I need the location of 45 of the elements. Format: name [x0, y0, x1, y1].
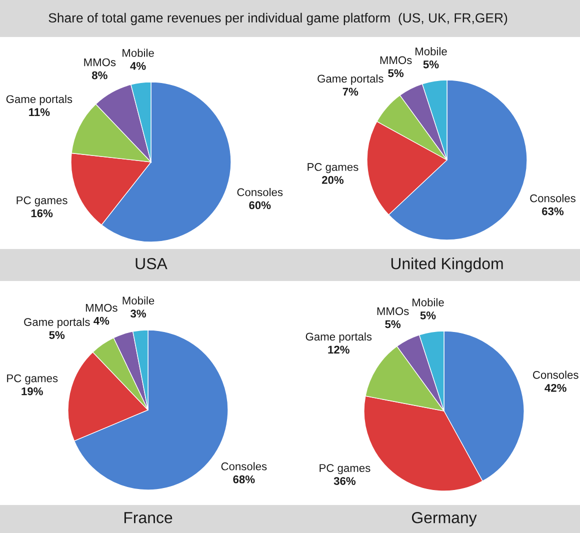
data-label: 42% — [544, 384, 566, 392]
slice-label: MMOs — [84, 58, 116, 66]
data-label: 7% — [342, 88, 358, 96]
data-label: 16% — [31, 209, 53, 218]
slice-label: MMOs — [86, 304, 118, 312]
data-label: 4% — [94, 316, 110, 325]
data-label: 5% — [423, 60, 439, 68]
text: United Kingdom — [391, 258, 503, 272]
slice-label: Consoles — [530, 194, 576, 202]
text: USA — [136, 258, 168, 270]
chart-title: Share of total game revenues per individual game platform (US, UK, FR,GER) — [48, 12, 508, 26]
data-label: 12% — [328, 346, 350, 354]
slice-label: Game portals — [318, 74, 384, 85]
data-label: 3% — [130, 310, 146, 318]
data-label: 5% — [49, 331, 65, 339]
data-label: 19% — [22, 387, 43, 396]
slice-label: Game portals — [306, 332, 372, 343]
data-label: 4% — [130, 62, 146, 70]
slice-label: Mobile — [416, 47, 447, 56]
data-label: 20% — [322, 176, 344, 184]
slice-label: Mobile — [412, 298, 444, 306]
data-label: 5% — [385, 320, 401, 328]
slice-label: PC games — [7, 374, 58, 384]
slice-label: Consoles — [237, 188, 283, 196]
slice-label: Consoles — [221, 462, 267, 470]
data-label: 60% — [249, 201, 271, 210]
data-label: 68% — [233, 475, 255, 484]
data-label: 11% — [29, 108, 50, 116]
text: France — [124, 512, 172, 524]
data-label: 5% — [388, 69, 404, 78]
slice-label: PC games — [16, 196, 68, 206]
slice-label: MMOs — [380, 56, 412, 64]
slice-label: Game portals — [6, 94, 72, 106]
data-label: 8% — [92, 71, 108, 80]
data-label: 5% — [420, 312, 436, 320]
slice-label: Game portals — [24, 318, 90, 328]
slice-label: Mobile — [122, 48, 154, 57]
data-label: 63% — [542, 207, 564, 216]
slice-label: PC games — [308, 163, 358, 174]
slice-label: PC games — [320, 464, 370, 474]
slice-label: Consoles — [532, 370, 578, 379]
slice-label: Mobile — [122, 296, 154, 305]
data-label: 36% — [334, 477, 356, 485]
text: Germany — [412, 512, 477, 526]
slice-label: MMOs — [377, 307, 409, 316]
